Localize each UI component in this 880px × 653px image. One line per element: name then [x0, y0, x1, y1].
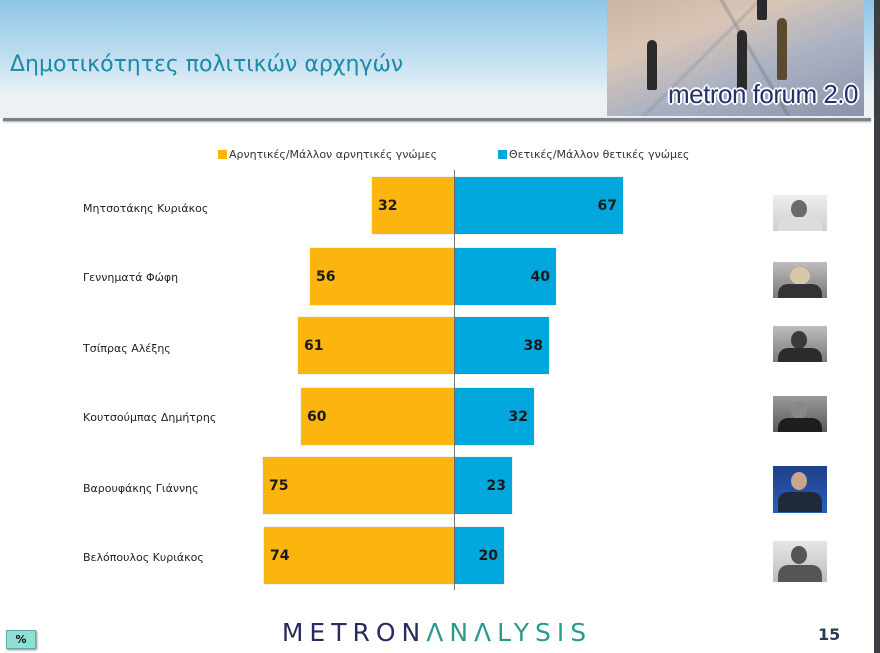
- row-label: Κουτσούμπας Δημήτρης: [83, 411, 217, 424]
- bar-positive: 20: [455, 527, 504, 584]
- logo-text: metron forum 2.0: [668, 79, 858, 109]
- bar-value: 32: [508, 408, 528, 425]
- leader-photo: [773, 466, 827, 513]
- legend-swatch-positive-icon: [498, 150, 507, 159]
- logo-figure-icon: [737, 30, 747, 90]
- bar-value: 38: [523, 337, 543, 354]
- logo-figure-icon: [777, 18, 787, 80]
- bar-value: 40: [530, 268, 550, 285]
- leader-photo: [773, 262, 827, 298]
- slide-header: Δημοτικότητες πολιτικών αρχηγών metron f…: [0, 0, 874, 118]
- metron-forum-logo: metron forum 2.0: [607, 0, 864, 116]
- page-number: 15: [818, 625, 841, 644]
- bar-value: 32: [378, 197, 398, 214]
- row-label: Βαρουφάκης Γιάννης: [83, 482, 199, 495]
- row-label: Βελόπουλος Κυριάκος: [83, 551, 204, 564]
- row-label: Τσίπρας Αλέξης: [83, 342, 171, 355]
- leader-photo: [773, 541, 827, 582]
- bar-value: 60: [307, 408, 327, 425]
- bar-positive: 67: [455, 177, 623, 234]
- bar-positive: 23: [455, 457, 512, 514]
- row-label: Γεννηματά Φώφη: [83, 271, 179, 284]
- window-edge: [874, 0, 880, 653]
- bar-negative: 60: [301, 388, 454, 445]
- bar-negative: 32: [372, 177, 454, 234]
- bar-negative: 74: [264, 527, 454, 584]
- row-label: Μητσοτάκης Κυριάκος: [83, 202, 209, 215]
- logo-figure-icon: [647, 40, 657, 90]
- unit-badge: %: [6, 630, 36, 649]
- leader-photo: [773, 195, 827, 231]
- legend-negative: Αρνητικές/Μάλλον αρνητικές γνώμες: [218, 148, 437, 161]
- bar-positive: 38: [455, 317, 549, 374]
- slide-title: Δημοτικότητες πολιτικών αρχηγών: [10, 52, 404, 77]
- bar-value: 67: [597, 197, 617, 214]
- brand-part2: ΛNΛLYSIS: [426, 618, 593, 647]
- bar-negative: 75: [263, 457, 454, 514]
- bar-value: 74: [270, 547, 290, 564]
- bar-negative: 56: [310, 248, 454, 305]
- legend-label-negative: Αρνητικές/Μάλλον αρνητικές γνώμες: [229, 148, 438, 161]
- legend-label-positive: Θετικές/Μάλλον θετικές γνώμες: [509, 148, 690, 161]
- metron-analysis-logo: METRONΛNΛLYSIS: [0, 618, 874, 647]
- bar-positive: 40: [455, 248, 556, 305]
- bar-value: 20: [478, 547, 498, 564]
- legend-positive: Θετικές/Μάλλον θετικές γνώμες: [498, 148, 689, 161]
- bar-value: 61: [304, 337, 324, 354]
- leader-photo: [773, 396, 827, 432]
- brand-part1: METRON: [281, 618, 427, 647]
- bar-value: 75: [269, 477, 289, 494]
- legend-swatch-negative-icon: [218, 150, 227, 159]
- bar-value: 23: [486, 477, 506, 494]
- center-axis: [454, 170, 455, 590]
- bar-negative: 61: [298, 317, 454, 374]
- bar-positive: 32: [455, 388, 534, 445]
- bar-value: 56: [316, 268, 336, 285]
- header-divider: [3, 118, 871, 121]
- leader-photo: [773, 326, 827, 362]
- logo-figure-icon: [757, 0, 767, 20]
